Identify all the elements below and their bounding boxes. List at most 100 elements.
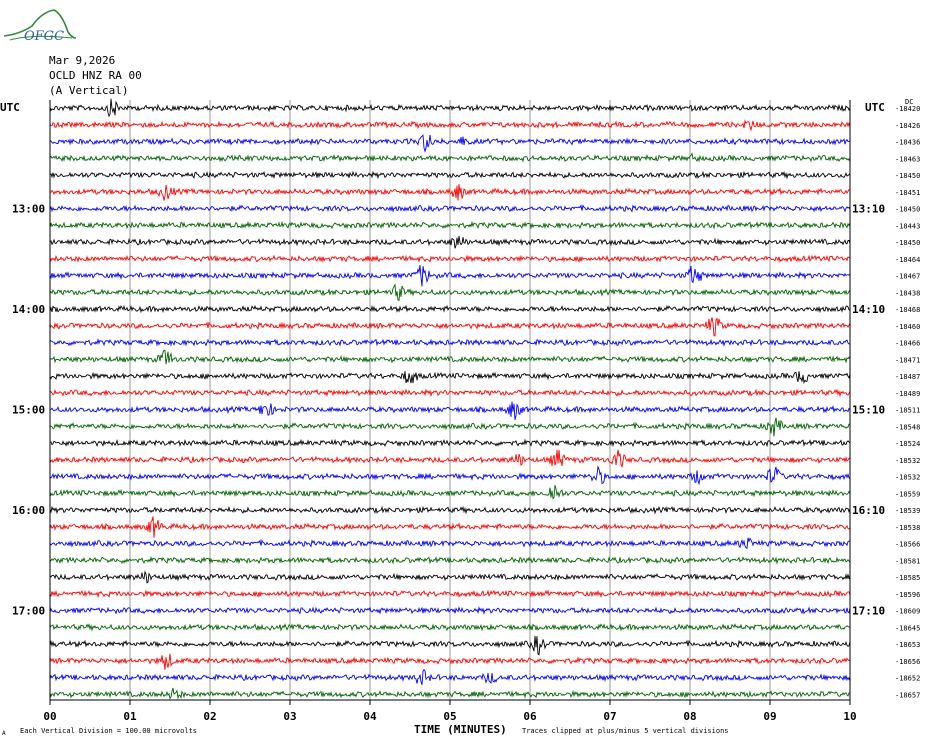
trace-row bbox=[49, 204, 851, 213]
left-hour-label: 14:00 bbox=[12, 303, 45, 316]
x-tick-label: 10 bbox=[843, 710, 856, 723]
trace-row bbox=[49, 317, 851, 337]
trace-row bbox=[49, 589, 851, 599]
dc-offset-label: -18464 bbox=[895, 256, 920, 264]
dc-offset-label: -18532 bbox=[895, 457, 920, 465]
trace-row bbox=[49, 668, 851, 685]
utc-right-label: UTC bbox=[865, 101, 885, 114]
right-hour-label: 17:10 bbox=[852, 605, 885, 618]
trace-row bbox=[49, 537, 851, 550]
dc-offset-label: -18524 bbox=[895, 440, 920, 448]
trace-row bbox=[49, 170, 851, 180]
x-tick-label: 08 bbox=[683, 710, 696, 723]
x-tick-label: 05 bbox=[443, 710, 456, 723]
right-hour-label: 13:10 bbox=[852, 203, 885, 216]
left-hour-label: 17:00 bbox=[12, 605, 45, 618]
trace-row bbox=[49, 265, 851, 287]
trace-row bbox=[49, 388, 851, 398]
left-hour-label: 15:00 bbox=[12, 404, 45, 417]
dc-offset-label: -18596 bbox=[895, 591, 920, 599]
dc-offset-label: -18466 bbox=[895, 340, 920, 348]
dc-offset-label: -18450 bbox=[895, 172, 920, 180]
trace-row bbox=[49, 465, 851, 486]
trace-row bbox=[49, 555, 851, 565]
dc-offset-label: -18653 bbox=[895, 641, 920, 649]
trace-row bbox=[49, 485, 851, 500]
dc-offset-label: -18657 bbox=[895, 691, 920, 699]
dc-offset-label: -18532 bbox=[895, 474, 920, 482]
x-tick-label: 09 bbox=[763, 710, 776, 723]
dc-offset-label: -18467 bbox=[895, 273, 920, 281]
dc-offset-label: -18581 bbox=[895, 557, 920, 565]
trace-row bbox=[49, 220, 851, 230]
trace-group bbox=[49, 98, 851, 700]
dc-offset-label: -18656 bbox=[895, 658, 920, 666]
x-tick-label: 03 bbox=[283, 710, 296, 723]
dc-offset-label: -18450 bbox=[895, 206, 920, 214]
dc-offset-label: -18559 bbox=[895, 490, 920, 498]
dc-offset-label: -18609 bbox=[895, 608, 920, 616]
right-hour-label: 14:10 bbox=[852, 303, 885, 316]
trace-row bbox=[49, 606, 851, 615]
dc-offset-label: -18426 bbox=[895, 122, 920, 130]
trace-row bbox=[49, 254, 851, 264]
utc-left-label: UTC bbox=[0, 101, 20, 114]
x-tick-label: 04 bbox=[363, 710, 377, 723]
trace-row bbox=[49, 623, 851, 632]
scale-note: Each Vertical Division = 100.00 microvol… bbox=[20, 727, 197, 735]
dc-offset-label: -18450 bbox=[895, 239, 920, 247]
trace-row bbox=[49, 152, 851, 163]
trace-row bbox=[49, 349, 851, 365]
trace-row bbox=[49, 635, 851, 656]
trace-row bbox=[49, 505, 851, 515]
trace-row bbox=[49, 283, 851, 302]
dc-offset-label: -18471 bbox=[895, 356, 920, 364]
dc-offset-label: -18645 bbox=[895, 624, 920, 632]
left-hour-label: 16:00 bbox=[12, 504, 45, 517]
trace-row bbox=[49, 449, 851, 469]
dc-offset-label: -18438 bbox=[895, 289, 920, 297]
x-tick-label: 02 bbox=[203, 710, 216, 723]
trace-row bbox=[49, 183, 850, 201]
x-tick-label: 01 bbox=[123, 710, 137, 723]
right-hour-label: 16:10 bbox=[852, 504, 885, 517]
clip-note: Traces clipped at plus/minus 5 vertical … bbox=[522, 727, 729, 735]
dc-offset-label: -18539 bbox=[895, 507, 920, 515]
left-hour-label: 13:00 bbox=[12, 203, 45, 216]
x-tick-label: 00 bbox=[43, 710, 56, 723]
dc-offset-label: -18436 bbox=[895, 139, 920, 147]
dc-offset-label: -18489 bbox=[895, 390, 920, 398]
trace-row bbox=[49, 337, 850, 347]
trace-row bbox=[49, 570, 851, 584]
x-tick-label: 06 bbox=[523, 710, 537, 723]
plot-frame bbox=[49, 100, 851, 705]
dc-offset-label: -18460 bbox=[895, 323, 920, 331]
dc-offset-label: -18585 bbox=[895, 574, 920, 582]
dc-offset-label: -18566 bbox=[895, 541, 920, 549]
dc-offset-label: -18443 bbox=[895, 222, 920, 230]
trace-row bbox=[49, 119, 851, 132]
station-label: OCLD HNZ RA 00 bbox=[49, 69, 142, 82]
component-label: (A Vertical) bbox=[49, 84, 129, 97]
date-label: Mar 9,2026 bbox=[49, 54, 116, 67]
dc-offset-label: -18468 bbox=[895, 306, 920, 314]
dc-offset-label: -18548 bbox=[895, 423, 920, 431]
right-hour-label: 15:10 bbox=[852, 404, 885, 417]
dc-label: DC bbox=[905, 98, 913, 106]
dc-offset-label: -18451 bbox=[895, 189, 920, 197]
trace-row bbox=[49, 438, 851, 448]
dc-offset-label: -18538 bbox=[895, 524, 920, 532]
dc-offset-label: -18463 bbox=[895, 155, 920, 163]
dc-offset-label: -18652 bbox=[895, 675, 920, 683]
trace-row bbox=[49, 417, 851, 437]
dc-offset-label: -18487 bbox=[895, 373, 920, 381]
logo-text: OFGC bbox=[24, 29, 64, 44]
dc-offset-label: -18511 bbox=[895, 407, 920, 415]
x-axis-title: TIME (MINUTES) bbox=[414, 723, 507, 736]
ofgc-logo: OFGC bbox=[2, 4, 77, 44]
x-tick-label: 07 bbox=[603, 710, 616, 723]
axis-labels: 00 01 02 03 04 05 06 07 08 09 10 13:00 14:00 15:00 16:… bbox=[12, 105, 920, 723]
logo-mountain-icon bbox=[3, 9, 77, 39]
trace-row bbox=[49, 687, 851, 700]
